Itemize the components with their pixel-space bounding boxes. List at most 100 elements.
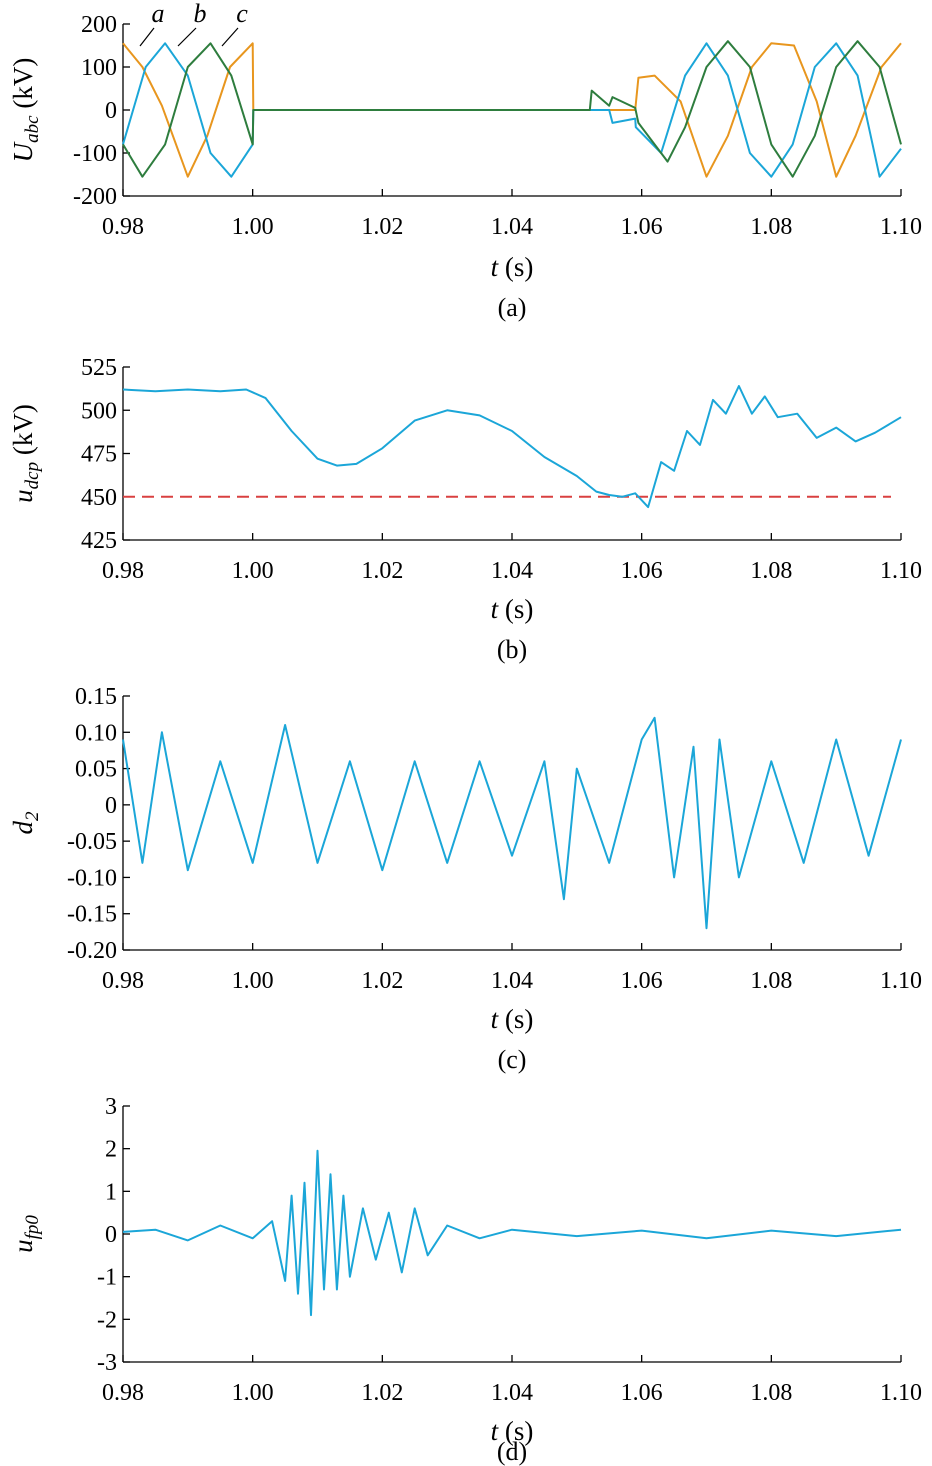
x-tick-label: 1.00: [232, 558, 274, 584]
x-tick-label: 1.08: [750, 1380, 792, 1406]
x-tick-label: 1.04: [491, 968, 533, 994]
panel-caption: (d): [497, 1437, 527, 1466]
y-axis-title-sub: abc: [22, 115, 43, 143]
y-tick-label: -200: [73, 184, 117, 210]
x-tick-label: 0.98: [102, 558, 144, 584]
y-axis-title: ufp0: [8, 1215, 43, 1253]
y-tick-label: -3: [97, 1350, 117, 1376]
x-axis-title: t (s): [491, 252, 534, 282]
phase-label-b: b: [194, 0, 207, 28]
x-axis-title-unit: (s): [498, 594, 533, 624]
y-tick-label: -0.15: [67, 902, 117, 928]
x-tick-label: 1.00: [232, 214, 274, 240]
y-axis-title-unit: (kV): [8, 58, 38, 116]
panel-d: 0.98 1.00 1.02 1.04 1.06 1.08 1.10 -3 -2 -1 0 1 2 3 uf…: [8, 1094, 922, 1466]
series-line-b: [122, 385, 902, 509]
x-axis-title-unit: (s): [498, 1004, 533, 1034]
x-axis-title-var: t: [491, 1416, 500, 1446]
y-tick-label: 500: [81, 398, 117, 424]
y-axis-title-main: d: [8, 821, 38, 835]
x-tick-label: 1.00: [232, 1380, 274, 1406]
x-axis-title-var: t: [491, 594, 500, 624]
series-line-c: [122, 40, 902, 178]
x-axis-title-unit: (s): [498, 1416, 533, 1446]
x-axis-title-unit: (s): [498, 252, 533, 282]
y-axis-title: udcp (kV): [8, 404, 43, 503]
x-tick-label: 1.04: [491, 214, 533, 240]
x-tick-label: 1.06: [621, 214, 663, 240]
phase-label-a: a: [152, 0, 165, 28]
x-tick-label: 1.06: [621, 968, 663, 994]
y-tick-label: 0.10: [75, 720, 117, 746]
y-tick-label: 0.05: [75, 757, 117, 783]
x-tick-label: 0.98: [102, 214, 144, 240]
y-tick-label: 525: [81, 355, 117, 381]
y-axis-title-main: U: [8, 141, 38, 162]
x-tick-label: 1.04: [491, 1380, 533, 1406]
panel-c: 0.98 1.00 1.02 1.04 1.06 1.08 1.10 -0.20 -0.15 -0…: [8, 684, 922, 1074]
panel-b: 0.98 1.00 1.02 1.04 1.06 1.08 1.10 425 450 475 500…: [8, 355, 922, 664]
y-tick-label: -100: [73, 141, 117, 167]
x-tick-label: 1.08: [750, 558, 792, 584]
phase-label-leader: [221, 27, 239, 47]
phase-label-c: c: [236, 0, 248, 28]
y-axis-title-unit: (kV): [8, 404, 38, 462]
phase-label-leader: [139, 27, 155, 47]
x-tick-label: 1.00: [232, 968, 274, 994]
y-tick-label: 475: [81, 442, 117, 468]
y-tick-label: 0: [105, 1222, 117, 1248]
y-axis-title-sub: 2: [22, 811, 43, 821]
y-tick-label: 0: [105, 793, 117, 819]
panel-caption: (c): [498, 1045, 527, 1074]
x-tick-label: 0.98: [102, 1380, 144, 1406]
series-line-a: [122, 42, 902, 178]
x-tick-label: 1.08: [750, 968, 792, 994]
x-tick-label: 1.10: [880, 558, 922, 584]
y-axis-title: Uabc (kV): [8, 58, 43, 163]
y-tick-label: -2: [97, 1307, 117, 1333]
y-axis-title-sub: dcp: [22, 462, 43, 489]
y-axis-title: d2: [8, 811, 43, 835]
y-tick-label: 100: [81, 55, 117, 81]
y-tick-label: -0.10: [67, 865, 117, 891]
phase-label-leader: [177, 27, 197, 47]
x-tick-label: 1.08: [750, 214, 792, 240]
x-axis-title-var: t: [491, 1004, 500, 1034]
y-tick-label: -1: [97, 1265, 117, 1291]
y-tick-label: 3: [105, 1094, 117, 1120]
y-axis-title-sub: fp0: [22, 1215, 43, 1240]
x-tick-label: 0.98: [102, 968, 144, 994]
x-axis-title: t (s): [491, 594, 534, 624]
x-tick-label: 1.02: [361, 968, 403, 994]
y-tick-label: 200: [81, 12, 117, 38]
y-tick-label: 0.15: [75, 684, 117, 710]
x-tick-label: 1.04: [491, 558, 533, 584]
x-tick-label: 1.06: [621, 1380, 663, 1406]
x-tick-label: 1.10: [880, 214, 922, 240]
series-line-d: [122, 1149, 902, 1317]
panel-caption: (a): [498, 293, 527, 322]
y-axis-title-main: u: [8, 489, 38, 503]
y-tick-label: -0.20: [67, 938, 117, 964]
y-tick-label: 425: [81, 528, 117, 554]
x-axis-title: t (s): [491, 1416, 534, 1446]
x-tick-label: 1.10: [880, 1380, 922, 1406]
panel-caption: (b): [497, 635, 527, 664]
x-tick-label: 1.02: [361, 558, 403, 584]
y-tick-label: -0.05: [67, 829, 117, 855]
y-tick-label: 0: [105, 98, 117, 124]
x-tick-label: 1.10: [880, 968, 922, 994]
x-axis-title: t (s): [491, 1004, 534, 1034]
y-tick-label: 450: [81, 485, 117, 511]
x-tick-label: 1.02: [361, 214, 403, 240]
series-line-c: [122, 716, 902, 930]
x-tick-label: 1.02: [361, 1380, 403, 1406]
y-axis-title-main: u: [8, 1239, 38, 1253]
y-tick-label: 2: [105, 1137, 117, 1163]
series-line-b: [122, 42, 902, 178]
x-axis-title-var: t: [491, 252, 500, 282]
panel-a: 0.98 1.00 1.02 1.04 1.06 1.08 1.10 -200 -100 0 100…: [8, 0, 922, 322]
x-tick-label: 1.06: [621, 558, 663, 584]
y-tick-label: 1: [105, 1179, 117, 1205]
